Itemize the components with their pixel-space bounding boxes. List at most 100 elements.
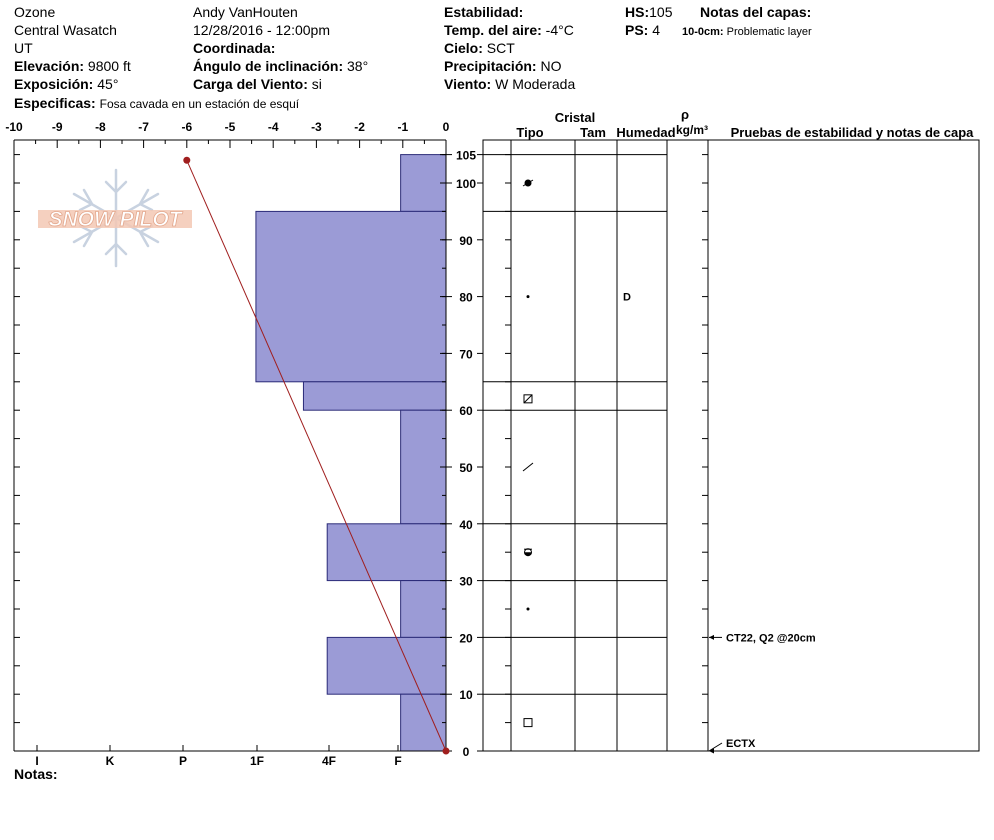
grain-symbol <box>523 394 533 404</box>
temp-point <box>183 156 191 164</box>
depth-tick-label: 40 <box>459 518 473 532</box>
air-temp-value: -4°C <box>545 22 574 38</box>
logo-text: SNOW PILOT <box>49 208 184 231</box>
specifics-label: Especificas: <box>14 95 96 111</box>
grain-slash <box>522 462 534 472</box>
precip: Precipitación: NO <box>444 58 561 74</box>
snowpilot-logo: SNOW PILOT <box>38 168 192 268</box>
aspect-value: 45° <box>97 76 119 92</box>
state: UT <box>14 40 33 56</box>
temp-tick-label: -1 <box>397 120 408 134</box>
grain-square <box>523 394 533 404</box>
hardness-tick-label: P <box>179 754 187 768</box>
grain-symbol <box>526 295 530 299</box>
grain-square <box>523 718 533 728</box>
specifics: Especificas: Fosa cavada en un estación … <box>14 95 299 112</box>
header-crystal: Cristal <box>555 110 595 125</box>
elevation-label: Elevación: <box>14 58 85 74</box>
header-size: Tam <box>580 125 606 140</box>
aspect-label: Exposición: <box>14 76 94 92</box>
ps: PS: 4 <box>625 22 660 38</box>
air-temp-label: Temp. del aire: <box>444 22 542 38</box>
grain-tail <box>522 179 534 187</box>
temp-tick-label: -5 <box>225 120 236 134</box>
elevation-value: 9800 ft <box>87 58 131 74</box>
hardness-tick-label: K <box>106 754 115 768</box>
hardness-tick-label: F <box>394 754 401 768</box>
wind: Viento: W Moderada <box>444 76 575 92</box>
hs-label: HS: <box>625 4 650 20</box>
test-label: ECTX <box>726 738 756 750</box>
depth-tick-label: 80 <box>459 291 473 305</box>
ps-label: PS: <box>625 22 649 38</box>
hardness-bar <box>255 210 447 383</box>
location: Ozone <box>14 4 56 20</box>
test-pointer <box>708 742 723 752</box>
depth-tick-label: 50 <box>459 461 473 475</box>
layer-moisture: D <box>623 292 631 304</box>
layer-note-text: Problematic layer <box>726 26 812 38</box>
observer: Andy VanHouten <box>193 4 298 20</box>
header-rho: ρ <box>681 107 689 122</box>
hardness-axis: I K P 1F 4F F <box>35 745 402 768</box>
stability-label: Estabilidad: <box>444 4 524 20</box>
hardness-bar <box>326 523 447 582</box>
depth-tick-label: 60 <box>459 404 473 418</box>
precip-value: NO <box>540 58 562 74</box>
hardness-bar <box>302 381 447 411</box>
hs-value: 105 <box>649 4 673 20</box>
grain-symbol <box>524 548 532 557</box>
slope-label: Ángulo de inclinación: <box>193 58 344 74</box>
datetime: 12/28/2016 - 12:00pm <box>193 22 330 38</box>
wind-load-value: si <box>311 76 322 92</box>
depth-tick-label: 10 <box>459 688 473 702</box>
layer-note: 10-0cm: Problematic layer <box>682 24 812 40</box>
temp-tick-label: -3 <box>311 120 322 134</box>
hardness-bars <box>255 154 447 752</box>
temp-tick-label: -4 <box>268 120 279 134</box>
hardness-tick-label: I <box>35 754 38 768</box>
test-arrowhead <box>709 748 714 754</box>
grain-types <box>522 179 534 728</box>
temp-tick-label: -9 <box>52 120 63 134</box>
test-arrowhead <box>709 634 714 640</box>
notes-label: Notas: <box>14 766 58 782</box>
test-label: CT22, Q2 @20cm <box>726 632 816 644</box>
header-density-unit: kg/m³ <box>676 123 708 137</box>
grain-symbol <box>522 462 534 472</box>
header-tests: Pruebas de estabilidad y notas de capa <box>731 125 975 140</box>
moisture-label: D <box>623 292 631 304</box>
grain-half-fill <box>524 552 532 556</box>
temp-tick-label: -7 <box>138 120 149 134</box>
precip-label: Precipitación: <box>444 58 537 74</box>
sky-label: Cielo: <box>444 40 483 56</box>
hardness-bar <box>400 154 447 212</box>
coord-label: Coordinada: <box>193 40 276 56</box>
depth-tick-label: 30 <box>459 575 473 589</box>
depth-tick-label: 20 <box>459 631 473 645</box>
depth-tick-label: 90 <box>459 234 473 248</box>
temperature-axis: -10 -9 -8 -7 -6 -5 -4 -3 -2 -1 0 <box>5 120 450 148</box>
stability-tests: CT22, Q2 @20cm ECTX <box>708 632 816 754</box>
temp-tick-label: -8 <box>95 120 106 134</box>
temp-tick-label: 0 <box>443 120 450 134</box>
header-type: Tipo <box>516 125 543 140</box>
grain-cross <box>523 394 533 404</box>
depth-tick-label: 100 <box>456 177 476 191</box>
ps-value: 4 <box>652 22 661 38</box>
temp-tick-label: -2 <box>354 120 365 134</box>
sky: Cielo: SCT <box>444 40 515 56</box>
elevation: Elevación: 9800 ft <box>14 58 131 74</box>
air-temp: Temp. del aire: -4°C <box>444 22 574 38</box>
hardness-tick-label: 4F <box>322 754 336 768</box>
header-moisture: Humedad <box>616 125 675 140</box>
wind-load: Carga del Viento: si <box>193 76 322 92</box>
wind-label: Viento: <box>444 76 492 92</box>
temp-point <box>442 747 450 755</box>
range: Central Wasatch <box>14 22 117 38</box>
temp-profile-line <box>186 160 447 752</box>
aspect: Exposición: 45° <box>14 76 118 92</box>
depth-tick-label: 105 <box>456 149 476 163</box>
slope-value: 38° <box>347 58 369 74</box>
